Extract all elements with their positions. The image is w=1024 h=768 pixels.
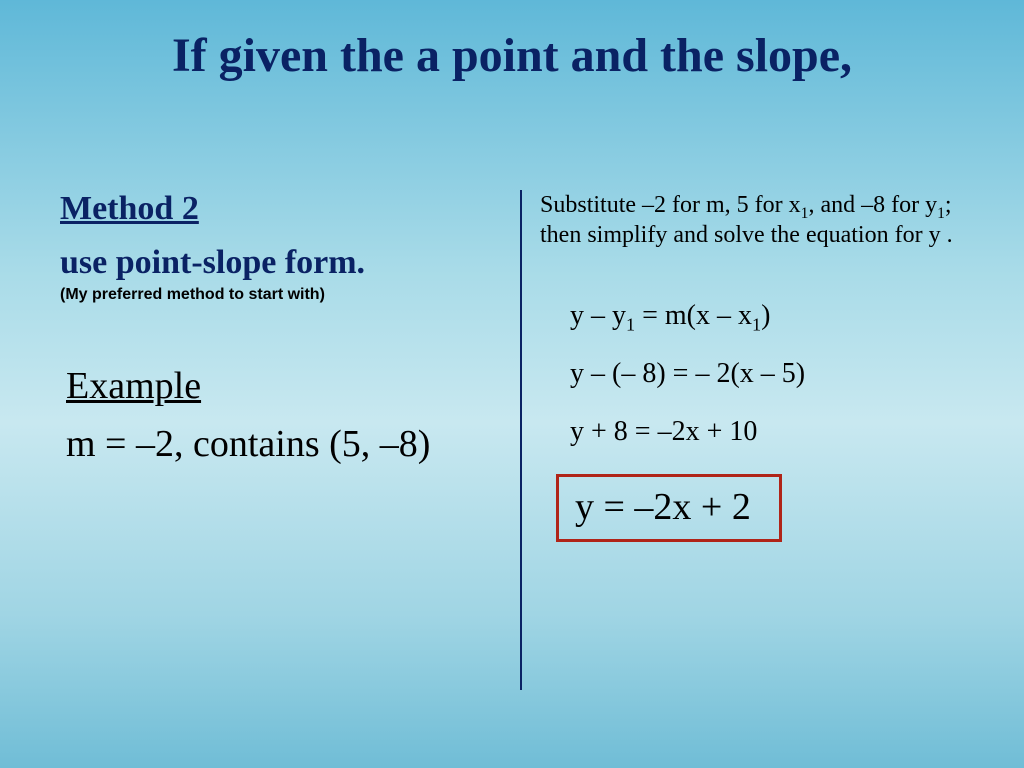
method-heading: Method 2 [60,190,500,228]
answer-text: y = –2x + 2 [575,486,751,528]
example-body: m = –2, contains (5, –8) [60,422,500,466]
slide-title: If given the a point and the slope, [0,0,1024,85]
example-heading: Example [60,364,500,408]
answer-box: y = –2x + 2 [556,474,782,542]
method-subheading: use point-slope form. [60,244,500,282]
equation-step-1: y – y1 = m(x – x1) [570,300,984,332]
right-column: Substitute –2 for m, 5 for x1, and –8 fo… [520,190,1024,768]
method-note: (My preferred method to start with) [60,286,500,304]
equation-step-3: y + 8 = –2x + 10 [570,416,984,448]
instruction-text: Substitute –2 for m, 5 for x1, and –8 fo… [540,190,984,250]
content-columns: Method 2 use point-slope form. (My prefe… [0,190,1024,768]
answer-container: y = –2x + 2 [556,474,984,542]
equation-step-2: y – (– 8) = – 2(x – 5) [570,358,984,390]
left-column: Method 2 use point-slope form. (My prefe… [0,190,520,768]
